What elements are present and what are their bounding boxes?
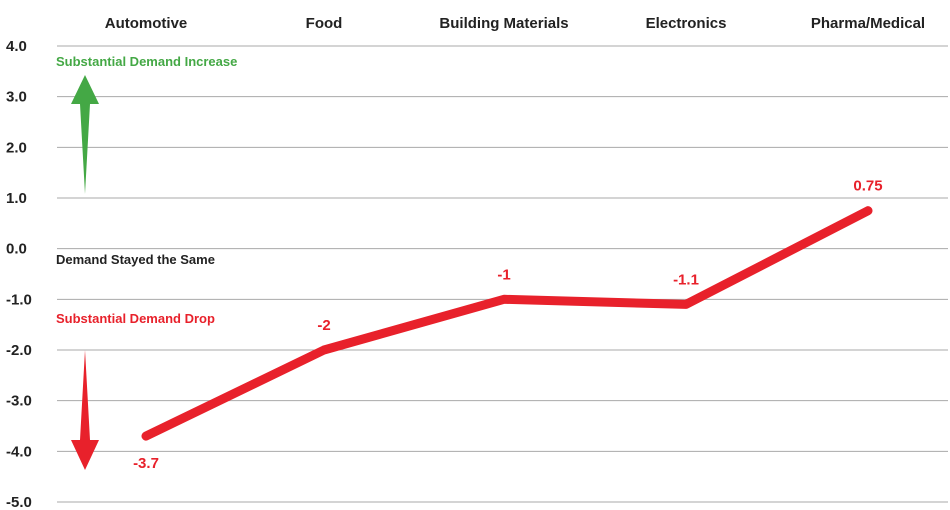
y-tick-label: 0.0	[6, 241, 27, 258]
y-axis-ticks: 4.0 3.0 2.0 1.0 0.0 -1.0 -2.0 -3.0 -4.0 -5.0	[6, 38, 32, 510]
category-label: Pharma/Medical	[811, 15, 925, 32]
y-tick-label: -3.0	[6, 393, 32, 410]
category-label: Automotive	[105, 15, 188, 32]
data-label: -1	[497, 266, 510, 283]
annotation-increase: Substantial Demand Increase	[56, 54, 237, 69]
y-tick-label: 3.0	[6, 89, 27, 106]
annotation-same: Demand Stayed the Same	[56, 252, 215, 267]
data-label: 0.75	[853, 178, 882, 195]
data-label: -2	[317, 317, 330, 334]
data-label: -3.7	[133, 455, 159, 472]
down-arrow-icon	[71, 350, 99, 470]
y-tick-label: -5.0	[6, 494, 32, 510]
demand-series	[141, 206, 873, 441]
category-label: Building Materials	[439, 15, 568, 32]
series-line	[141, 206, 873, 441]
y-tick-label: 1.0	[6, 190, 27, 207]
category-labels: Automotive Food Building Materials Electron…	[105, 15, 925, 32]
y-tick-label: -4.0	[6, 443, 32, 460]
up-arrow-icon	[71, 75, 99, 194]
category-label: Electronics	[646, 15, 727, 32]
y-tick-label: 2.0	[6, 139, 27, 156]
annotation-drop: Substantial Demand Drop	[56, 311, 215, 326]
category-label: Food	[306, 15, 343, 32]
data-label: -1.1	[673, 271, 699, 288]
y-tick-label: 4.0	[6, 38, 27, 55]
y-tick-label: -2.0	[6, 342, 32, 359]
data-labels: -3.7 -2 -1 -1.1 0.75	[133, 178, 883, 472]
y-tick-label: -1.0	[6, 291, 32, 308]
